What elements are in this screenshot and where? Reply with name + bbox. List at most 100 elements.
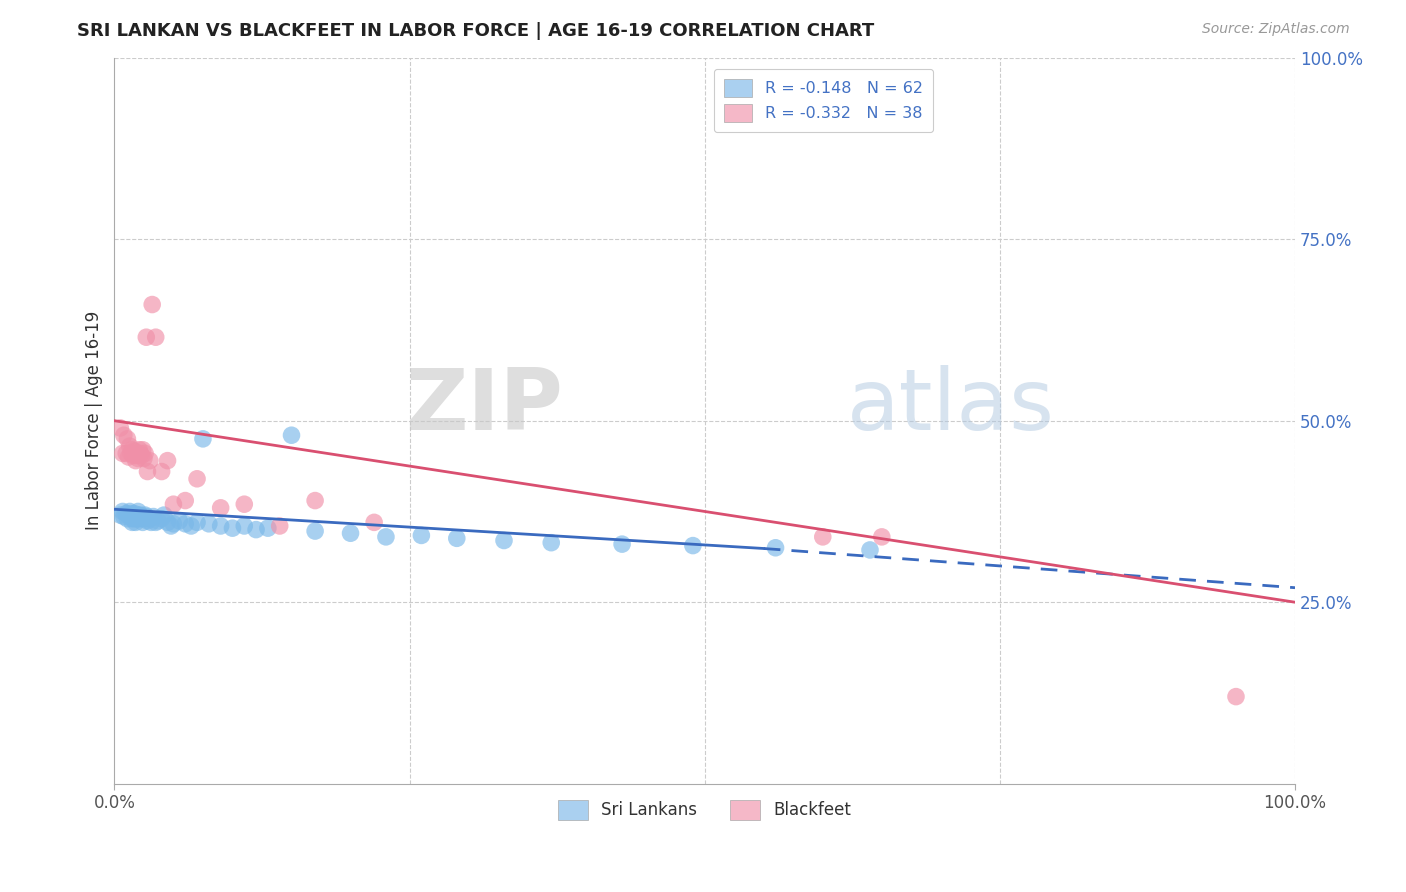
Point [339,526,361,541]
Point [186,472,208,486]
Point [142,509,165,524]
Point [111,504,134,518]
Point [117,508,139,522]
Point [156,516,179,530]
Point [174,493,197,508]
Point [121,512,143,526]
Point [112,509,135,524]
Point [257,521,280,535]
Point [682,539,704,553]
Point [121,442,143,457]
Point [233,497,256,511]
Point [131,449,153,463]
Point [859,543,882,558]
Point [446,532,468,546]
Point [134,508,156,522]
Point [112,428,135,442]
Point [209,500,232,515]
Point [118,439,141,453]
Point [117,432,139,446]
Point [169,514,191,528]
Point [120,509,142,524]
Point [209,519,232,533]
Point [118,504,141,518]
Point [191,432,214,446]
Point [121,516,143,530]
Point [115,446,138,460]
Point [127,508,149,522]
Point [134,446,156,460]
Point [765,541,787,555]
Point [125,512,148,526]
Point [150,465,173,479]
Point [610,537,633,551]
Point [160,519,183,533]
Point [111,446,134,460]
Point [117,450,139,464]
Text: ZIP: ZIP [405,365,562,448]
Point [153,508,176,522]
Point [150,512,173,526]
Point [870,530,893,544]
Point [174,516,197,531]
Text: SRI LANKAN VS BLACKFEET IN LABOR FORCE | AGE 16-19 CORRELATION CHART: SRI LANKAN VS BLACKFEET IN LABOR FORCE |… [77,22,875,40]
Point [136,465,159,479]
Point [186,516,208,530]
Point [132,442,155,457]
Point [127,451,149,466]
Point [122,509,145,524]
Point [129,446,152,460]
Point [162,516,184,531]
Point [180,519,202,533]
Point [110,421,132,435]
Point [492,533,515,548]
Point [120,507,142,521]
Point [146,514,169,528]
Point [115,507,138,521]
Point [124,509,146,524]
Point [139,516,162,530]
Text: atlas: atlas [846,365,1054,448]
Point [221,521,243,535]
Point [135,509,157,524]
Point [136,514,159,528]
Point [139,512,162,526]
Point [122,449,145,463]
Point [124,507,146,521]
Point [135,330,157,344]
Point [128,442,150,457]
Point [132,451,155,466]
Point [304,493,326,508]
Point [1225,690,1247,704]
Point [198,516,221,531]
Point [233,519,256,533]
Point [145,516,167,530]
Point [117,512,139,526]
Point [124,516,146,530]
Point [120,446,142,460]
Point [132,516,155,530]
Legend: Sri Lankans, Blackfeet: Sri Lankans, Blackfeet [551,794,858,826]
Point [280,428,302,442]
Point [129,508,152,522]
Point [141,297,163,311]
Point [363,516,385,530]
Point [124,444,146,458]
Point [129,512,152,526]
Point [269,519,291,533]
Point [162,497,184,511]
Point [132,512,155,526]
Point [122,508,145,522]
Point [131,509,153,524]
Point [156,453,179,467]
Point [139,453,162,467]
Text: Source: ZipAtlas.com: Source: ZipAtlas.com [1202,22,1350,37]
Point [375,530,398,544]
Point [411,528,433,542]
Point [127,504,149,518]
Point [540,535,562,549]
Point [128,509,150,524]
Point [145,330,167,344]
Point [304,524,326,538]
Point [245,523,267,537]
